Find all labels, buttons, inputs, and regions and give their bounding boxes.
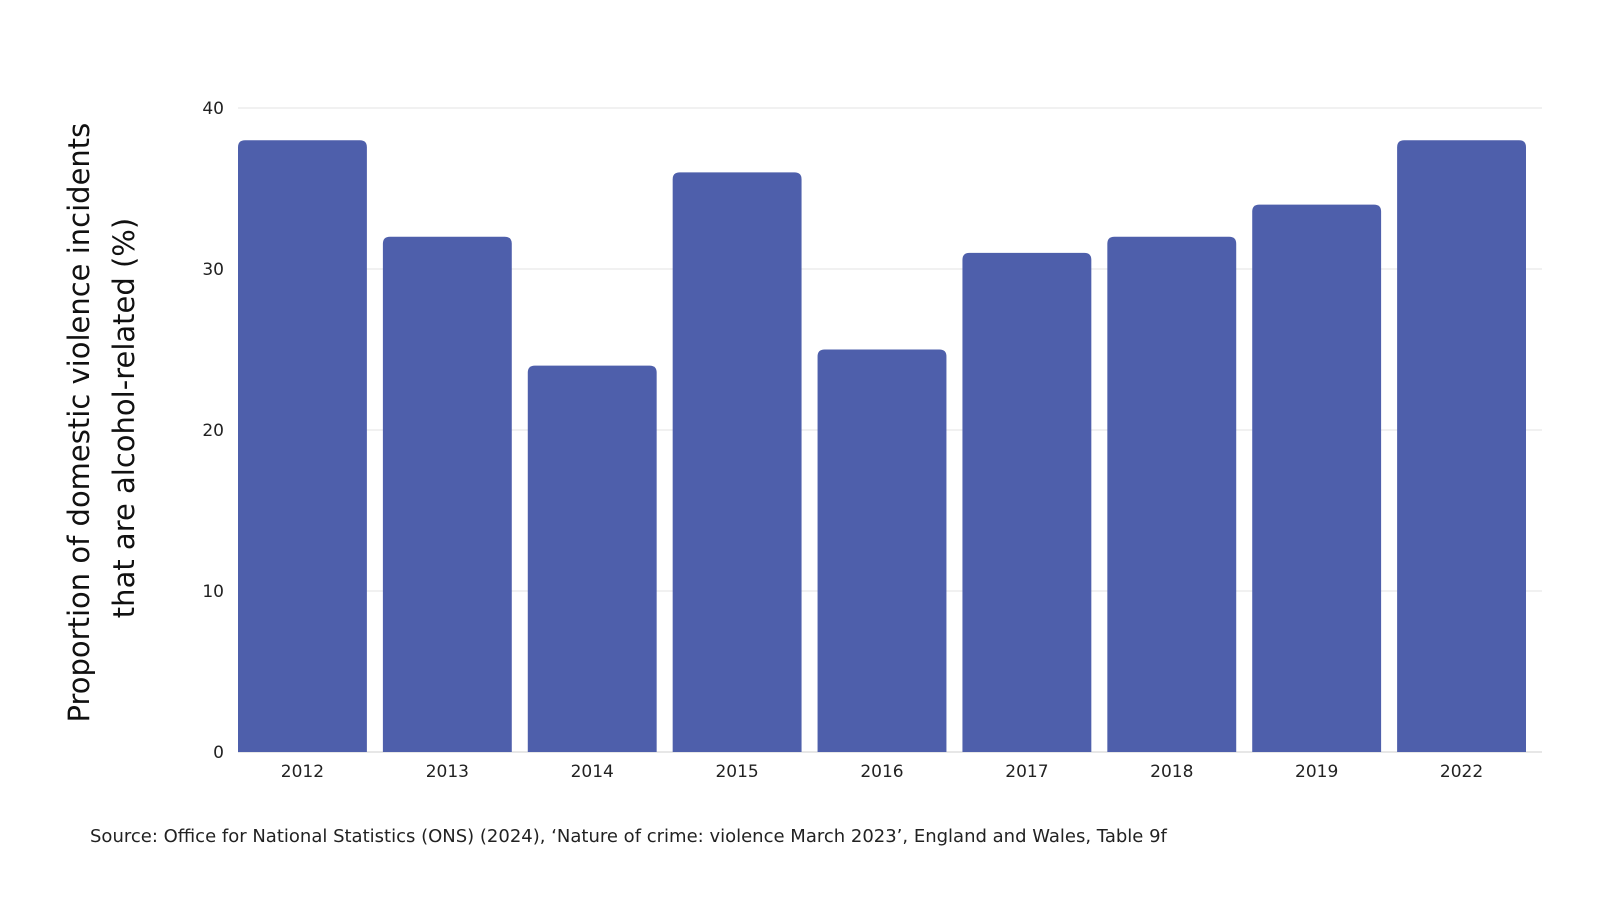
bar-2022 <box>1397 140 1526 752</box>
bar-2014 <box>527 365 657 752</box>
y-tick-label-30: 30 <box>202 260 224 280</box>
y-tick-label-40: 40 <box>202 99 224 119</box>
x-tick-label-2022: 2022 <box>1440 762 1483 782</box>
x-tick-label-2019: 2019 <box>1295 762 1338 782</box>
source-note: Source: Office for National Statistics (… <box>90 826 1167 847</box>
bar-2012 <box>238 140 367 752</box>
y-tick-label-10: 10 <box>202 582 224 602</box>
x-tick-label-2018: 2018 <box>1150 762 1193 782</box>
x-tick-label-2016: 2016 <box>860 762 903 782</box>
x-tick-label-2012: 2012 <box>281 762 324 782</box>
bar-2019 <box>1252 204 1382 753</box>
bar-2017 <box>962 252 1092 752</box>
y-tick-label-0: 0 <box>213 743 224 763</box>
bar-2013 <box>382 236 512 753</box>
x-tick-labels: 2012 2013 2014 2015 2016 2017 2018 2019 2022 <box>281 762 1483 782</box>
y-tick-labels: 0 10 20 30 40 <box>202 99 224 763</box>
x-tick-label-2013: 2013 <box>426 762 469 782</box>
y-axis-label-line-1: Proportion of domestic violence incident… <box>62 123 96 723</box>
x-tick-label-2014: 2014 <box>571 762 614 782</box>
x-tick-label-2015: 2015 <box>715 762 758 782</box>
x-tick-label-2017: 2017 <box>1005 762 1048 782</box>
y-axis-label-line-2: that are alcohol-related (%) <box>107 218 141 618</box>
bar-2018 <box>1107 236 1237 753</box>
y-axis-label: Proportion of domestic violence incident… <box>62 114 141 723</box>
bars-layer <box>238 140 1526 753</box>
bar-2015 <box>672 172 802 752</box>
bar-2016 <box>817 349 947 752</box>
y-tick-label-20: 20 <box>202 421 224 441</box>
